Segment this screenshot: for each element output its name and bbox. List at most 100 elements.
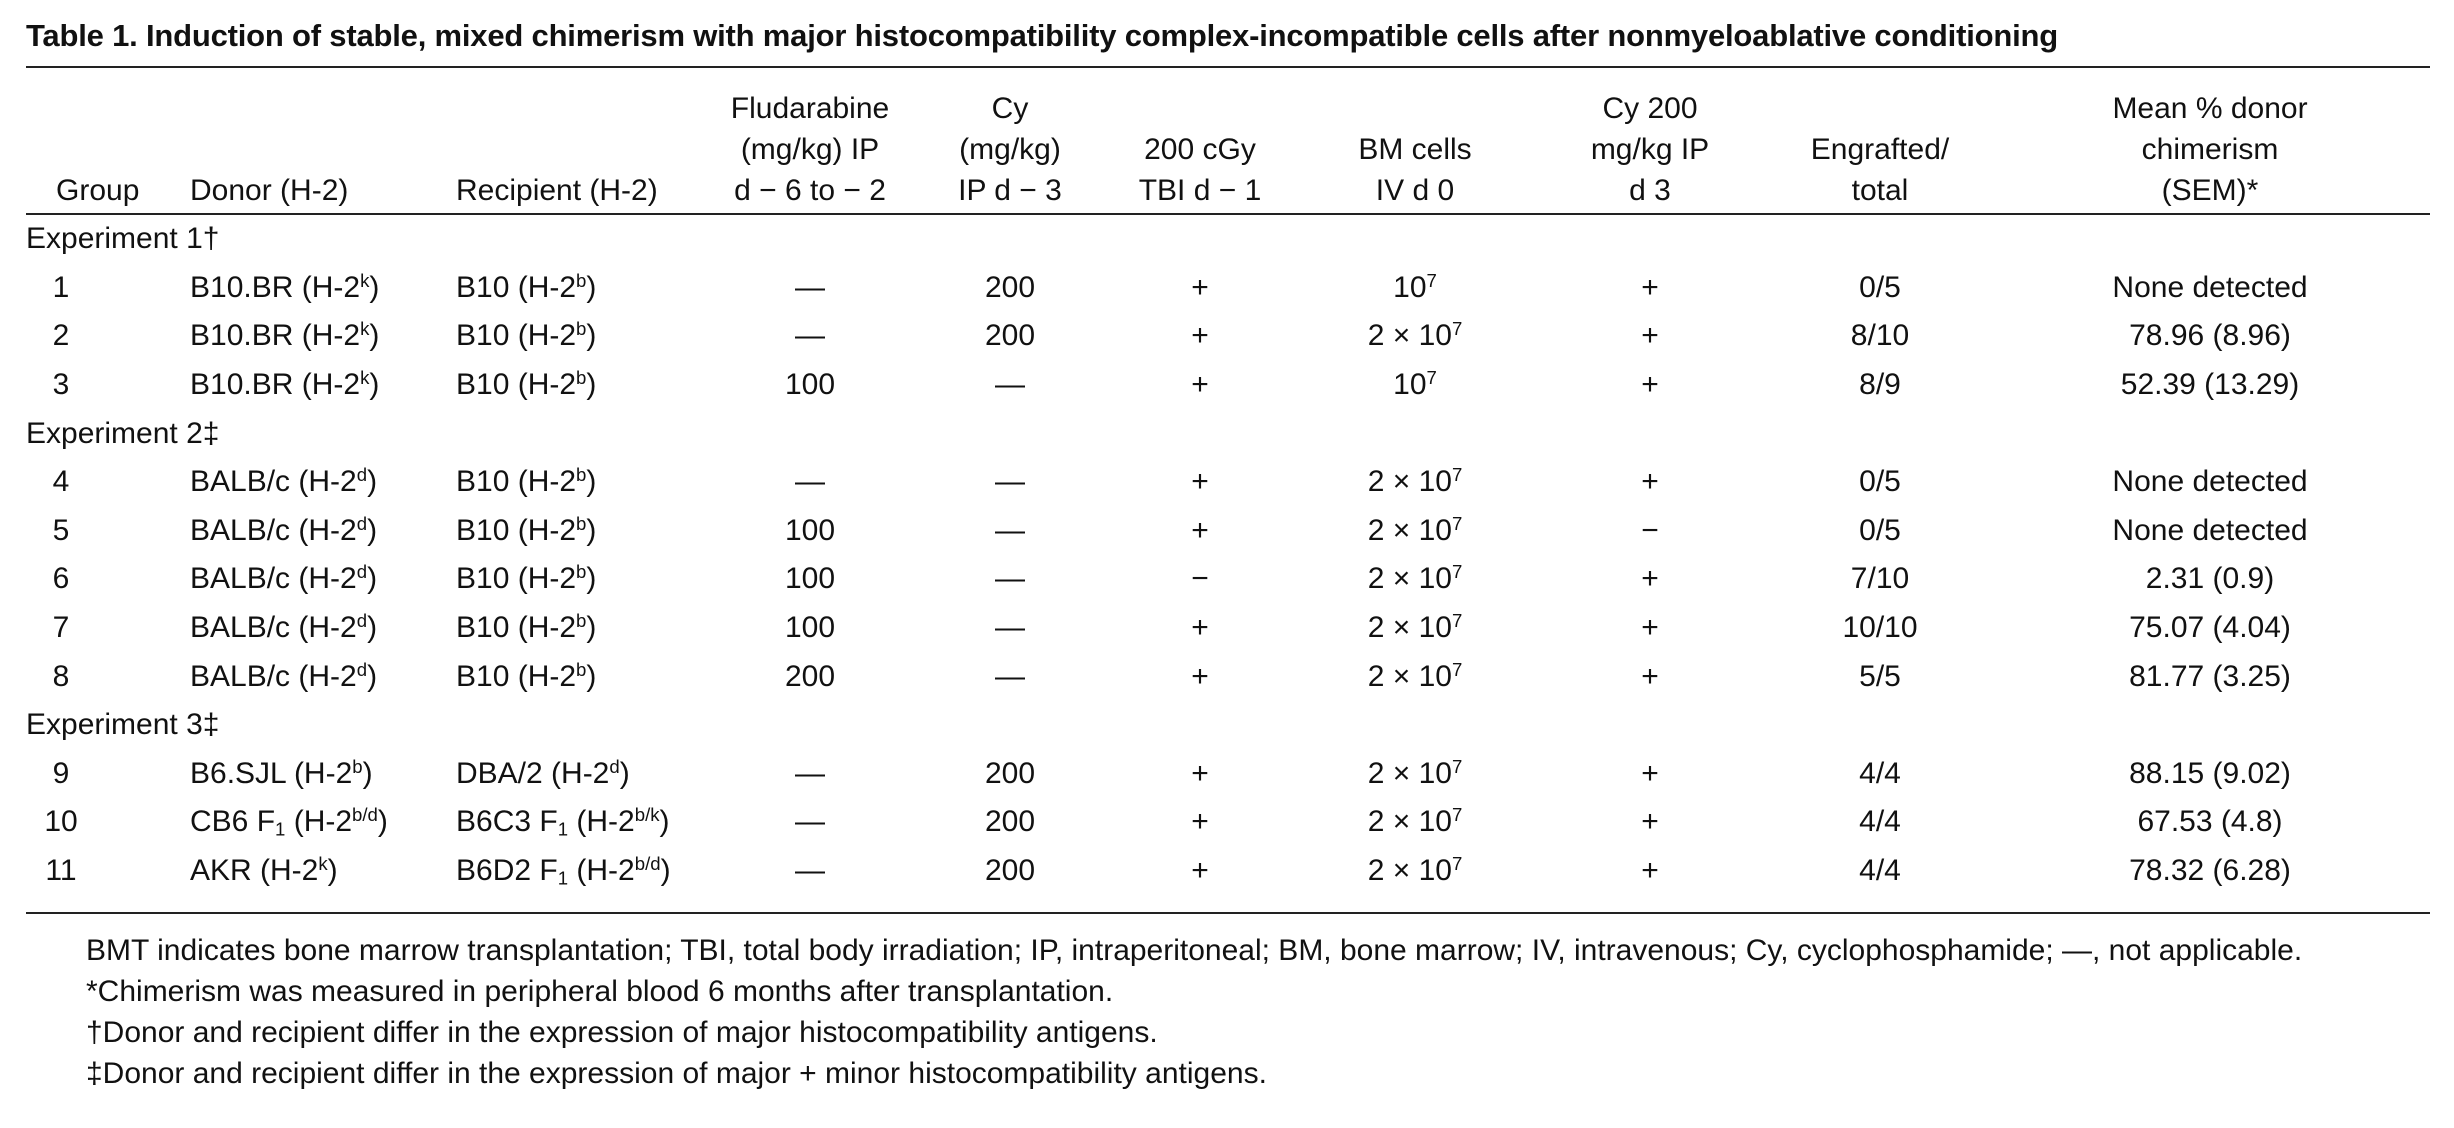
cy-cell: — [995, 659, 1025, 693]
column-header-chimerism: Mean % donor chimerism (SEM)* [1990, 70, 2430, 215]
recipient-cell-text: B10 (H-2 [456, 270, 577, 304]
donor-cell-text: B6.SJL (H-2 [190, 756, 353, 790]
donor-cell: AKR (H-2k) [146, 847, 432, 896]
cy200-cell: + [1641, 319, 1659, 353]
chimerism-cell: None detected [2112, 513, 2308, 547]
donor-cell-superscript: d [356, 512, 368, 534]
donor-cell: BALB/c (H-2d) [146, 555, 432, 604]
bm-cells-cell: 2 × 107 [1300, 312, 1530, 361]
group-number: 1 [52, 270, 70, 304]
tbi-cell: + [1191, 513, 1209, 547]
chimerism-cell: 78.96 (8.96) [2129, 319, 2291, 353]
fludarabine-cell: — [795, 319, 825, 353]
header-line: Cy [991, 92, 1029, 125]
recipient-cell-text-mid: (H-2 [568, 854, 635, 888]
tbi-cell: + [1191, 756, 1209, 790]
cy200-cell: + [1641, 756, 1659, 790]
chimerism-cell: None detected [2112, 465, 2308, 499]
recipient-cell-text-end: ) [586, 319, 597, 353]
donor-cell: B6.SJL (H-2b) [146, 750, 432, 799]
header-rule [26, 213, 2430, 215]
section-row: Experiment 3‡ [26, 701, 2430, 750]
group-cell: 5 [26, 507, 146, 556]
bm-cells-cell: 2 × 107 [1300, 847, 1530, 896]
group-cell: 10 [26, 798, 146, 847]
header-line: chimerism [2141, 133, 2279, 166]
bm-cells-base: 10 [1393, 368, 1427, 402]
donor-cell-text: BALB/c (H-2 [190, 513, 357, 547]
bm-cells-base: 2 × 10 [1367, 854, 1452, 888]
bm-cells-base: 10 [1393, 270, 1427, 304]
recipient-cell-superscript: b [576, 609, 587, 631]
chimerism-cell: 2.31 (0.9) [2145, 562, 2275, 596]
recipient-cell-text-end: ) [586, 562, 597, 596]
recipient-cell: B10 (H-2b) [432, 458, 700, 507]
tbi-cell: − [1191, 562, 1209, 596]
cy-cell: — [995, 513, 1025, 547]
header-line: Mean % donor [2112, 92, 2308, 125]
fludarabine-cell: — [795, 270, 825, 304]
group-number: 11 [45, 854, 77, 888]
header-row: Group Donor (H-2) Recipient (H-2) Fludarabi… [26, 70, 2430, 215]
tbi-cell: + [1191, 270, 1209, 304]
donor-cell-text: CB6 F [190, 805, 276, 839]
engrafted-cell: 7/10 [1850, 562, 1910, 596]
table-row: 11 AKR (H-2k) B6D2 F1 (H-2b/d) —200 +2 × 107… [26, 847, 2430, 896]
donor-cell-superscript: d [356, 658, 368, 680]
recipient-cell-text: B10 (H-2 [456, 513, 577, 547]
recipient-cell-superscript: b [576, 366, 587, 388]
group-cell: 4 [26, 458, 146, 507]
fludarabine-cell: 100 [784, 513, 836, 547]
group-cell: 8 [26, 652, 146, 701]
top-rule [26, 66, 2430, 68]
bm-cells-exponent: 7 [1451, 561, 1463, 583]
donor-cell: BALB/c (H-2d) [146, 458, 432, 507]
engrafted-cell: 0/5 [1859, 465, 1901, 499]
recipient-cell-subscript: 1 [557, 867, 569, 889]
cy200-cell: + [1641, 854, 1659, 888]
cy200-cell: + [1641, 611, 1659, 645]
header-line: BM cells [1358, 133, 1472, 166]
group-cell: 2 [26, 312, 146, 361]
donor-cell: B10.BR (H-2k) [146, 264, 432, 313]
recipient-cell-text: B10 (H-2 [456, 611, 577, 645]
table-title: Table 1. Induction of stable, mixed chim… [26, 18, 2058, 53]
recipient-cell-text-end: ) [586, 270, 597, 304]
bm-cells-exponent: 7 [1426, 366, 1437, 388]
recipient-cell: B10 (H-2b) [432, 604, 700, 653]
donor-cell: B10.BR (H-2k) [146, 312, 432, 361]
bm-cells-exponent: 7 [1451, 658, 1463, 680]
header-line: d 3 [1629, 174, 1671, 207]
donor-cell-text-end: ) [367, 611, 378, 645]
table-row: 8 BALB/c (H-2d) B10 (H-2b) 200— +2 × 107 +5/5… [26, 652, 2430, 701]
bm-cells-cell: 107 [1300, 264, 1530, 313]
bm-cells-base: 2 × 10 [1367, 465, 1452, 499]
cy-cell: 200 [984, 270, 1036, 304]
cy-cell: 200 [984, 756, 1036, 790]
header-line: Fludarabine [730, 92, 890, 125]
recipient-cell-text: B10 (H-2 [456, 319, 577, 353]
donor-cell-text-mid: (H-2 [285, 805, 353, 839]
cy200-cell: − [1641, 513, 1659, 547]
footnotes: BMT indicates bone marrow transplantatio… [86, 930, 2302, 1094]
header-line: total [1851, 174, 1909, 207]
bm-cells-base: 2 × 10 [1367, 562, 1452, 596]
header-line: IP d − 3 [958, 174, 1062, 207]
section-row: Experiment 2‡ [26, 409, 2430, 458]
header-line: (mg/kg) [959, 133, 1061, 166]
table-row: 4 BALB/c (H-2d) B10 (H-2b) — — +2 × 107 +0/5 No… [26, 458, 2430, 507]
group-cell: 9 [26, 750, 146, 799]
donor-cell-text-end: ) [362, 756, 373, 790]
recipient-cell-subscript: 1 [557, 819, 569, 841]
donor-cell: CB6 F1 (H-2b/d) [146, 798, 432, 847]
bm-cells-cell: 2 × 107 [1300, 652, 1530, 701]
table-row: 9 B6.SJL (H-2b) DBA/2 (H-2d) —200 +2 × 107 +4… [26, 750, 2430, 799]
donor-cell-text: B10.BR (H-2 [190, 270, 361, 304]
engrafted-cell: 4/4 [1859, 805, 1901, 839]
column-header-donor: Donor (H-2) [146, 70, 432, 215]
donor-cell: B10.BR (H-2k) [146, 361, 432, 410]
donor-cell-text: BALB/c (H-2 [190, 465, 357, 499]
section-label: Experiment 2‡ [26, 416, 220, 450]
engrafted-cell: 4/4 [1859, 756, 1901, 790]
chimerism-cell: 75.07 (4.04) [2129, 611, 2291, 645]
